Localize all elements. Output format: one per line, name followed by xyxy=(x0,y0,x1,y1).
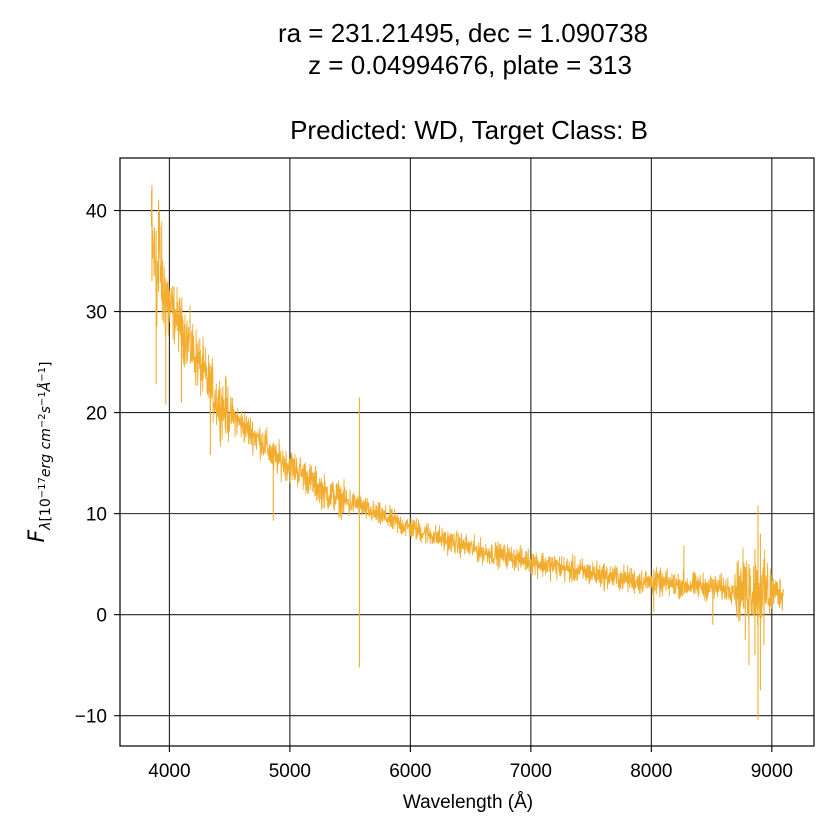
grid xyxy=(120,158,814,746)
y-tick-label: 30 xyxy=(86,303,107,324)
y-label-s: s xyxy=(38,406,54,413)
y-label-exp2: −2 xyxy=(37,413,48,428)
y-label-symbol: F xyxy=(25,529,50,542)
x-tick-label: 8000 xyxy=(630,761,672,782)
y-axis-label: Fλ[10−17erg cm−2s−1Å−1] xyxy=(25,362,54,543)
x-axis-label: Wavelength (Å) xyxy=(403,792,533,813)
y-tick-label: 0 xyxy=(96,606,107,627)
y-tick-label: 10 xyxy=(86,505,107,526)
title-line-2: z = 0.04994676, plate = 313 xyxy=(308,50,632,80)
y-tick-label: 40 xyxy=(86,202,107,223)
y-tick-label: 20 xyxy=(86,404,107,425)
y-label-exp1: −17 xyxy=(37,477,48,498)
ticks: 4000 5000 6000 7000 8000 9000 −10 0 10 20 30 40 xyxy=(75,202,793,782)
title-line-3: Predicted: WD, Target Class: B xyxy=(290,115,648,145)
x-tick-label: 9000 xyxy=(751,761,793,782)
plot-frame xyxy=(119,157,815,747)
x-tick-label: 7000 xyxy=(510,761,552,782)
y-label-prefix: [10 xyxy=(38,498,54,521)
y-label-angstrom: Å xyxy=(37,382,54,393)
y-label-exp4: −1 xyxy=(37,367,48,382)
x-tick-label: 4000 xyxy=(148,761,190,782)
y-label-close: ] xyxy=(38,362,54,367)
y-label-mid: erg cm xyxy=(38,428,54,477)
spectrum-line xyxy=(150,190,785,626)
x-tick-label: 6000 xyxy=(389,761,431,782)
title-line-1: ra = 231.21495, dec = 1.090738 xyxy=(278,18,648,48)
y-tick-label: −10 xyxy=(75,707,107,728)
spectrum-data xyxy=(150,185,785,720)
y-label-exp3: −1 xyxy=(37,391,48,406)
x-tick-label: 5000 xyxy=(269,761,311,782)
y-label-lambda: λ xyxy=(38,522,54,531)
